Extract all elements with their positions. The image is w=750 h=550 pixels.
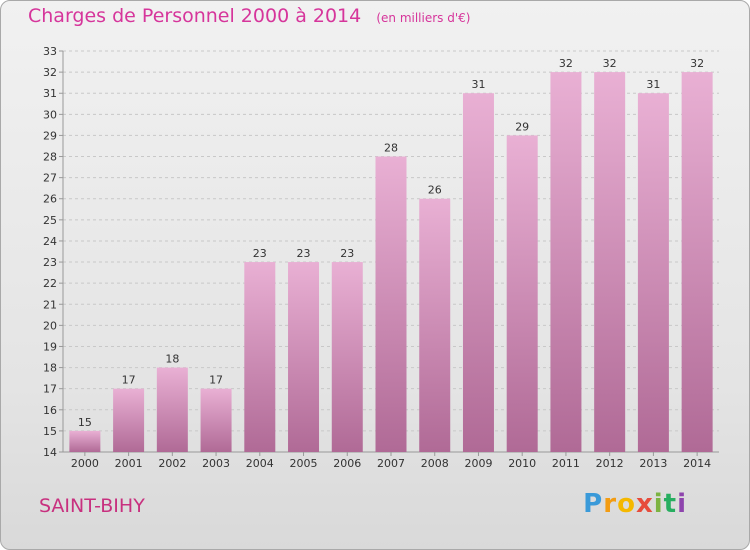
value-label: 31 <box>471 78 485 91</box>
x-tick-label: 2010 <box>508 457 536 470</box>
y-tick-label: 24 <box>43 235 57 248</box>
bar <box>200 388 232 452</box>
x-tick-label: 2002 <box>158 457 186 470</box>
y-tick-label: 23 <box>43 256 57 269</box>
y-tick-label: 33 <box>43 45 57 58</box>
bar <box>506 135 538 452</box>
value-label: 17 <box>209 374 223 387</box>
x-tick-label: 2009 <box>464 457 492 470</box>
x-tick-label: 2006 <box>333 457 361 470</box>
y-tick-label: 18 <box>43 362 57 375</box>
logo-letter: P <box>583 489 604 519</box>
chart-title: Charges de Personnel 2000 à 2014 <box>28 5 362 27</box>
bar <box>375 156 407 453</box>
logo-letter: o <box>617 489 636 519</box>
x-tick-label: 2000 <box>71 457 99 470</box>
x-tick-label: 2014 <box>683 457 711 470</box>
city-name: SAINT-BIHY <box>39 495 145 517</box>
x-tick-label: 2007 <box>377 457 405 470</box>
title-row: Charges de Personnel 2000 à 2014 (en mil… <box>28 5 470 27</box>
bar <box>550 72 582 453</box>
y-tick-label: 31 <box>43 87 57 100</box>
y-tick-label: 27 <box>43 172 57 185</box>
x-tick-label: 2003 <box>202 457 230 470</box>
bar <box>594 72 626 453</box>
value-label: 28 <box>384 142 398 155</box>
y-tick-label: 22 <box>43 277 57 290</box>
y-tick-label: 16 <box>43 404 57 417</box>
x-tick-label: 2005 <box>290 457 318 470</box>
x-tick-label: 2011 <box>552 457 580 470</box>
logo-letter: t <box>663 489 678 519</box>
bar <box>419 198 451 452</box>
chart-subtitle: (en milliers d'€) <box>376 11 471 25</box>
bar <box>113 388 145 452</box>
bar <box>637 93 669 453</box>
y-tick-label: 14 <box>43 446 57 459</box>
labels: 14 15 16 17 18 19 20 21 22 23 24 25 26 27 28 29 30 31 32 33… <box>43 45 711 470</box>
x-tick-label: 2013 <box>639 457 667 470</box>
x-tick-label: 2004 <box>246 457 274 470</box>
value-label: 29 <box>515 120 529 133</box>
y-tick-label: 26 <box>43 193 57 206</box>
value-label: 26 <box>428 184 442 197</box>
bar <box>681 72 713 453</box>
value-label: 23 <box>253 247 267 260</box>
y-tick-label: 25 <box>43 214 57 227</box>
logo-letter: i <box>653 489 664 519</box>
y-tick-label: 30 <box>43 108 57 121</box>
value-label: 17 <box>122 374 136 387</box>
logo-letter: x <box>635 489 654 519</box>
x-tick-label: 2008 <box>421 457 449 470</box>
value-label: 32 <box>690 57 704 70</box>
bar <box>288 262 320 452</box>
value-label: 32 <box>603 57 617 70</box>
logo-letter: r <box>603 489 618 519</box>
bar <box>156 367 188 452</box>
value-label: 23 <box>340 247 354 260</box>
x-tick-label: 2012 <box>596 457 624 470</box>
bars <box>69 72 713 453</box>
value-label: 18 <box>165 353 179 366</box>
y-tick-label: 29 <box>43 129 57 142</box>
value-label: 32 <box>559 57 573 70</box>
value-label: 15 <box>78 416 92 429</box>
value-label: 23 <box>297 247 311 260</box>
y-tick-label: 19 <box>43 340 57 353</box>
value-label: 31 <box>646 78 660 91</box>
x-tick-label: 2001 <box>115 457 143 470</box>
bar <box>331 262 363 452</box>
y-tick-label: 17 <box>43 383 57 396</box>
y-tick-label: 21 <box>43 298 57 311</box>
logo-letter: i <box>677 489 687 519</box>
y-tick-label: 20 <box>43 319 57 332</box>
y-tick-label: 15 <box>43 425 57 438</box>
proxiti-logo: Proxiti <box>583 489 687 519</box>
bar <box>69 430 101 452</box>
bar <box>462 93 494 453</box>
bar <box>244 262 276 452</box>
y-tick-label: 28 <box>43 151 57 164</box>
y-tick-label: 32 <box>43 66 57 79</box>
